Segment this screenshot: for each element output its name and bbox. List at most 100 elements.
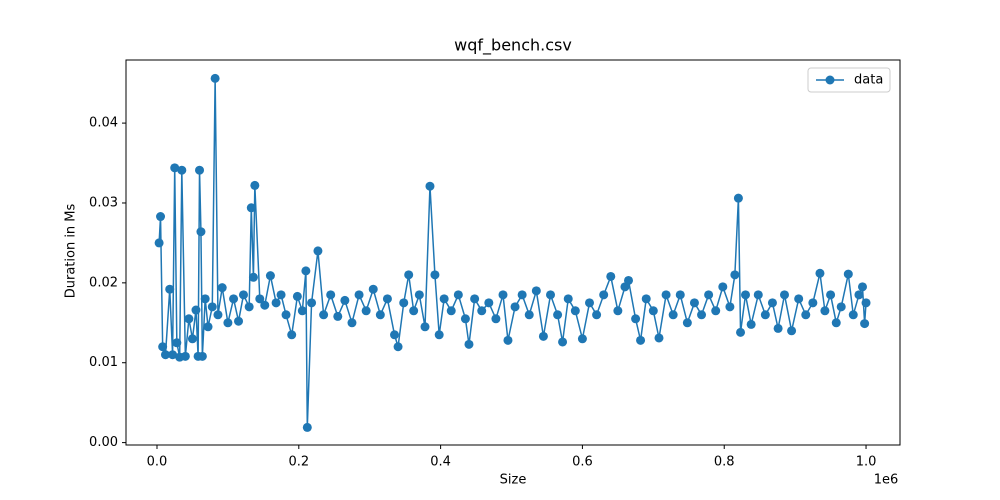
data-point — [158, 342, 168, 352]
data-point — [319, 310, 329, 320]
data-point — [281, 310, 291, 320]
data-point — [585, 298, 595, 308]
data-point — [531, 286, 541, 296]
data-point — [460, 314, 470, 324]
data-point — [399, 298, 409, 308]
data-point — [563, 294, 573, 304]
data-point — [631, 314, 641, 324]
data-point — [246, 203, 256, 213]
x-axis-label: Size — [500, 473, 527, 488]
data-point — [654, 333, 664, 343]
data-point — [203, 322, 213, 332]
data-point — [668, 310, 678, 320]
data-point — [156, 212, 166, 222]
y-tick-label: 0.00 — [89, 435, 118, 450]
data-point — [736, 327, 746, 337]
data-point — [154, 238, 164, 248]
x-tick-label: 0.4 — [430, 455, 451, 470]
data-point — [826, 290, 836, 300]
data-point — [689, 298, 699, 308]
data-point — [210, 73, 220, 83]
data-point — [425, 181, 435, 191]
data-point — [779, 290, 789, 300]
data-point — [196, 227, 206, 237]
data-point — [180, 351, 190, 361]
data-line — [158, 78, 867, 428]
data-point — [409, 306, 419, 316]
data-point — [361, 306, 371, 316]
data-point — [301, 266, 311, 276]
data-point — [498, 290, 508, 300]
y-tick-label: 0.02 — [89, 275, 118, 290]
data-point — [599, 290, 609, 300]
data-point — [753, 290, 763, 300]
data-point — [453, 290, 463, 300]
data-point — [177, 165, 187, 175]
data-point — [170, 163, 180, 173]
data-point — [613, 306, 623, 316]
data-point — [570, 306, 580, 316]
data-point — [368, 284, 378, 294]
data-point — [250, 180, 260, 190]
data-point — [347, 318, 357, 328]
data-point — [255, 294, 265, 304]
data-point — [787, 326, 797, 336]
data-point — [340, 295, 350, 305]
data-point — [168, 350, 178, 360]
data-point — [223, 318, 233, 328]
data-point — [725, 302, 735, 312]
data-point — [831, 318, 841, 328]
data-point — [553, 310, 563, 320]
data-point — [843, 269, 853, 279]
data-point — [675, 290, 685, 300]
data-point — [682, 318, 692, 328]
data-point — [302, 422, 312, 432]
data-point — [271, 298, 281, 308]
data-point — [430, 270, 440, 280]
data-point — [861, 298, 871, 308]
data-point — [446, 306, 456, 316]
data-point — [484, 298, 494, 308]
data-point — [414, 290, 424, 300]
data-point — [760, 310, 770, 320]
data-point — [439, 294, 449, 304]
data-point — [276, 290, 286, 300]
data-point — [197, 351, 207, 361]
x-tick-label: 0.6 — [572, 455, 593, 470]
data-point — [577, 334, 587, 344]
data-point — [287, 330, 297, 340]
data-point — [636, 335, 646, 345]
x-tick-label: 0.2 — [288, 455, 309, 470]
data-point — [260, 300, 270, 310]
data-point — [217, 283, 227, 293]
data-point — [354, 290, 364, 300]
data-point — [248, 272, 258, 282]
x-tick-label: 0.0 — [147, 455, 168, 470]
legend-box — [807, 67, 891, 93]
data-point — [297, 306, 307, 316]
data-point — [860, 319, 870, 329]
chart-title: wqf_bench.csv — [454, 36, 572, 56]
data-point — [165, 284, 175, 294]
data-point — [624, 275, 634, 285]
y-axis-label: Duration in Ms — [64, 203, 79, 298]
y-tick-label: 0.04 — [89, 116, 118, 131]
data-point — [404, 270, 414, 280]
data-point — [711, 306, 721, 316]
data-point — [333, 311, 343, 321]
legend-marker — [825, 75, 835, 85]
data-point — [794, 294, 804, 304]
data-point — [704, 290, 714, 300]
data-point — [661, 290, 671, 300]
data-point — [207, 302, 217, 312]
data-point — [172, 338, 182, 348]
data-point — [160, 350, 170, 360]
data-point — [382, 294, 392, 304]
data-point — [558, 337, 568, 347]
data-point — [200, 294, 210, 304]
data-point — [229, 294, 239, 304]
data-point — [592, 310, 602, 320]
data-point — [546, 290, 556, 300]
data-point — [815, 268, 825, 278]
data-point — [434, 330, 444, 340]
